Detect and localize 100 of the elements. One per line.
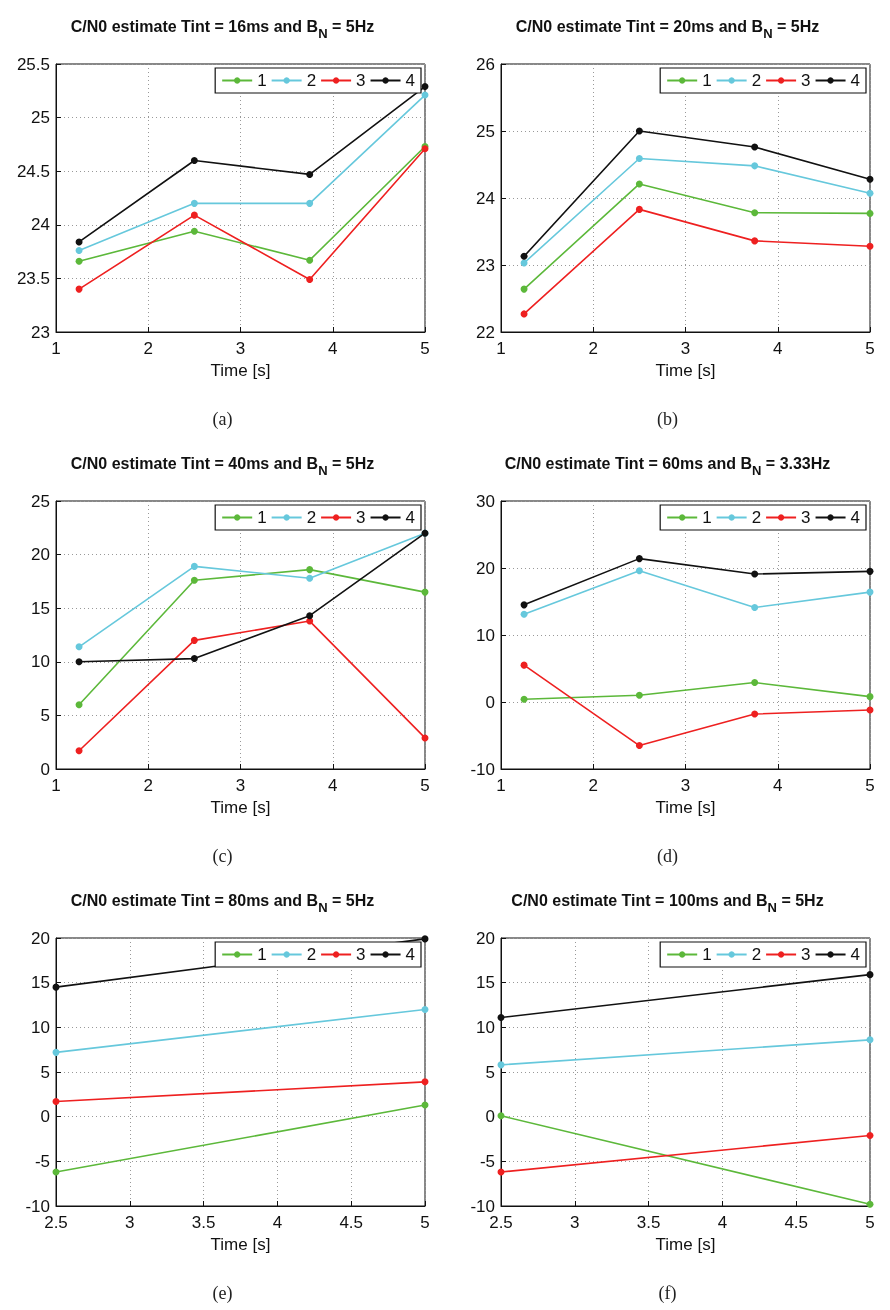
point — [190, 156, 198, 164]
x-tick-label: 2 — [588, 776, 598, 795]
x-axis-title: Time [s] — [655, 361, 716, 380]
point — [866, 971, 874, 979]
y-tick-label: 24 — [31, 215, 50, 235]
point — [635, 567, 643, 575]
text: (e) — [212, 1283, 233, 1304]
x-tick-label: 5 — [420, 1213, 430, 1232]
point — [635, 205, 643, 213]
point — [190, 211, 198, 219]
point — [190, 199, 198, 207]
legend-label: 2 — [751, 945, 762, 964]
legend-label: 4 — [405, 508, 416, 527]
y-tick-label: 25 — [31, 491, 50, 511]
point — [75, 701, 83, 709]
legend-label: 3 — [356, 71, 366, 90]
x-tick-label: 4 — [328, 776, 338, 795]
legend-label: 2 — [751, 508, 762, 527]
legend-label: 2 — [306, 945, 317, 964]
text: (f) — [658, 1283, 677, 1304]
point — [751, 237, 759, 245]
point — [635, 691, 643, 699]
y-tick-label: 25 — [31, 108, 50, 128]
x-tick-label: 3.5 — [191, 1213, 216, 1232]
legend-label: 3 — [801, 508, 811, 527]
y-tick-label: 10 — [476, 1017, 495, 1037]
point — [306, 199, 314, 207]
point — [520, 610, 528, 618]
x-tick-label: 3 — [570, 1213, 580, 1232]
point — [751, 209, 759, 217]
legend-label: 4 — [850, 945, 861, 964]
y-tick-label: 0 — [485, 692, 495, 712]
point — [75, 658, 83, 666]
legend-label: 1 — [257, 71, 267, 90]
point — [306, 170, 314, 178]
legend-label: 1 — [702, 508, 712, 527]
point — [866, 1200, 874, 1208]
point — [75, 643, 83, 651]
y-tick-label: -10 — [25, 1196, 50, 1216]
x-tick-label: 4 — [328, 339, 338, 358]
y-tick-label: 10 — [31, 1017, 50, 1037]
legend-label: 1 — [702, 71, 712, 90]
y-tick-label: 20 — [476, 928, 495, 948]
legend-label: 2 — [751, 71, 762, 90]
legend-label: 4 — [405, 71, 416, 90]
y-tick-label: 23.5 — [16, 268, 50, 288]
x-axis-title: Time [s] — [655, 798, 716, 817]
x-axis-title: Time [s] — [655, 1235, 716, 1254]
text: (a) — [212, 409, 233, 430]
point — [635, 555, 643, 563]
y-tick-label: 20 — [31, 928, 50, 948]
legend-label: 3 — [356, 945, 366, 964]
text: (c) — [212, 846, 233, 867]
x-tick-label: 4.5 — [784, 1213, 809, 1232]
x-tick-label: 4 — [272, 1213, 283, 1232]
x-tick-label: 4 — [773, 339, 783, 358]
point — [75, 247, 83, 255]
x-tick-label: 4.5 — [339, 1213, 364, 1232]
point — [520, 252, 528, 260]
y-tick-label: 0 — [485, 1107, 495, 1127]
y-tick-label: 15 — [31, 973, 50, 993]
point — [75, 747, 83, 755]
y-tick-label: 23 — [31, 322, 50, 342]
point — [866, 189, 874, 197]
y-tick-label: 10 — [31, 652, 50, 672]
y-tick-label: 24.5 — [16, 161, 50, 181]
legend-label: 1 — [257, 945, 267, 964]
y-tick-label: 26 — [476, 54, 495, 74]
point — [306, 256, 314, 264]
point — [190, 576, 198, 584]
x-tick-label: 1 — [496, 776, 506, 795]
point — [751, 162, 759, 170]
x-tick-label: 3 — [235, 339, 246, 358]
point — [421, 1005, 429, 1013]
legend-label: 1 — [257, 508, 267, 527]
point — [866, 209, 874, 217]
point — [497, 1014, 505, 1021]
legend-label: 2 — [306, 71, 317, 90]
point — [52, 1048, 60, 1056]
y-tick-label: 0 — [40, 1107, 50, 1127]
y-tick-label: 23 — [476, 255, 495, 275]
point — [421, 1078, 429, 1086]
text: (b) — [657, 409, 679, 430]
legend-label: 4 — [405, 945, 416, 964]
y-tick-label: 24 — [476, 188, 495, 208]
y-tick-label: -5 — [34, 1151, 50, 1171]
x-axis-title: Time [s] — [210, 361, 271, 380]
point — [866, 175, 874, 183]
y-tick-label: 5 — [485, 1062, 495, 1082]
point — [866, 693, 874, 701]
point — [866, 567, 874, 575]
legend-label: 4 — [850, 508, 861, 527]
point — [751, 143, 759, 151]
point — [306, 574, 314, 582]
y-tick-label: 0 — [40, 759, 50, 779]
point — [306, 612, 314, 620]
x-tick-label: 5 — [420, 339, 430, 358]
x-tick-label: 1 — [51, 776, 61, 795]
y-tick-label: 5 — [40, 1062, 50, 1082]
point — [306, 275, 314, 283]
